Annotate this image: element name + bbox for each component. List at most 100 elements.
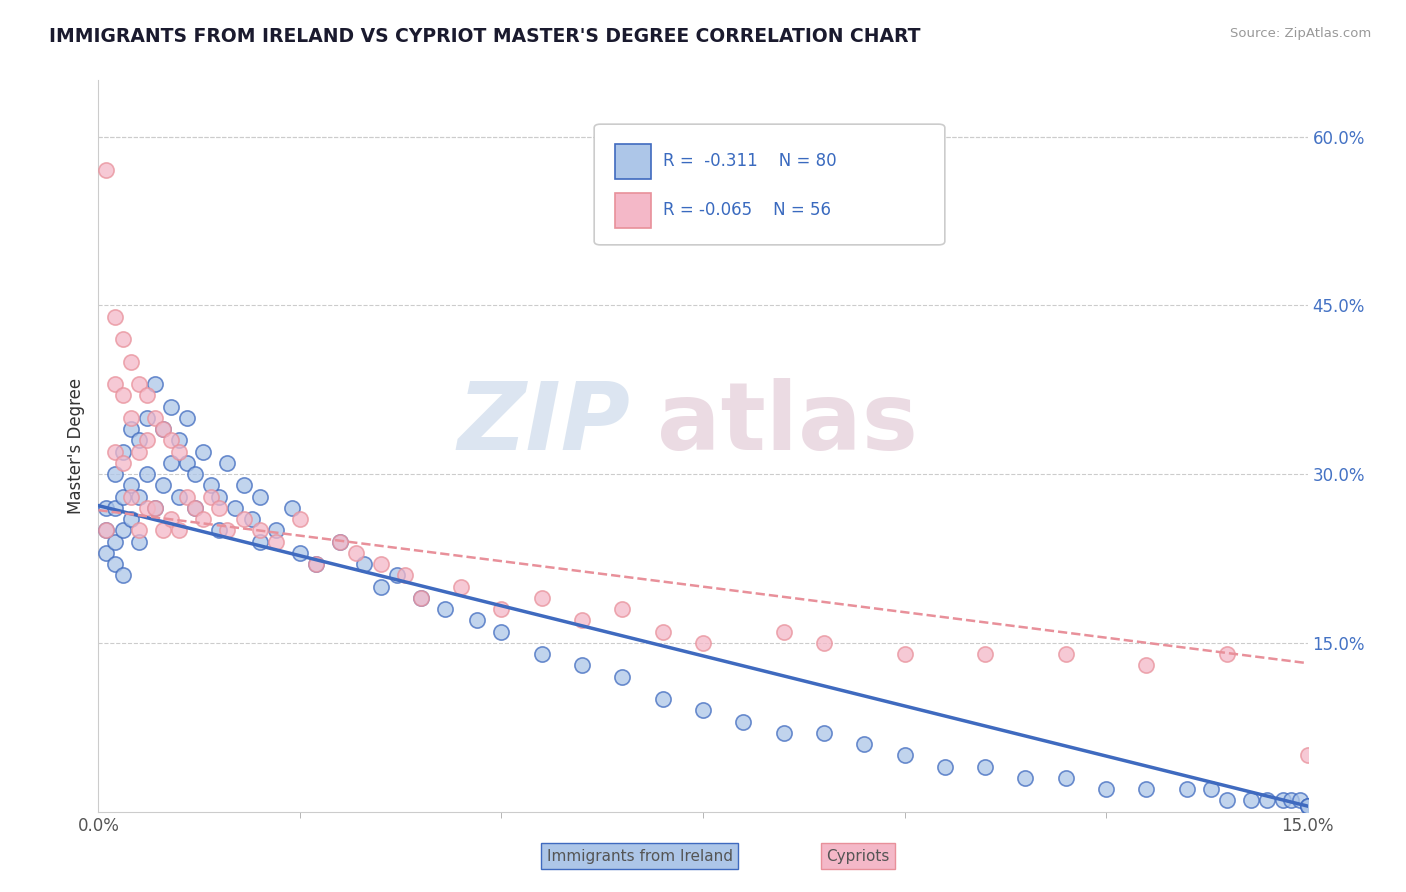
Point: [167, 444, 190, 458]
Point: [772, 726, 794, 740]
Point: [111, 332, 134, 346]
Point: [128, 377, 150, 392]
Point: [143, 500, 166, 515]
Point: [200, 490, 222, 504]
Point: [232, 512, 254, 526]
Point: [1175, 782, 1198, 797]
Point: [120, 512, 142, 526]
Point: [329, 534, 352, 549]
Point: [167, 434, 190, 448]
Point: [135, 434, 157, 448]
Point: [111, 444, 134, 458]
Point: [111, 490, 134, 504]
Point: [167, 490, 190, 504]
Point: [103, 467, 125, 482]
Point: [160, 456, 183, 470]
Point: [217, 456, 239, 470]
Point: [1216, 793, 1239, 807]
Point: [135, 500, 157, 515]
Point: [1199, 782, 1222, 797]
Point: [1281, 793, 1303, 807]
FancyBboxPatch shape: [595, 124, 945, 244]
Point: [176, 490, 198, 504]
Point: [224, 500, 246, 515]
Text: R = -0.065    N = 56: R = -0.065 N = 56: [664, 202, 831, 219]
Point: [111, 388, 134, 402]
Point: [934, 760, 956, 774]
Point: [96, 546, 118, 560]
Point: [450, 580, 472, 594]
Point: [409, 591, 432, 605]
Point: [208, 500, 231, 515]
Point: [143, 410, 166, 425]
Point: [135, 410, 157, 425]
Point: [240, 512, 263, 526]
Point: [491, 602, 513, 616]
Text: Immigrants from Ireland: Immigrants from Ireland: [547, 849, 733, 863]
Bar: [614, 144, 651, 179]
Point: [120, 478, 142, 492]
Point: [232, 478, 254, 492]
Point: [103, 377, 125, 392]
Point: [184, 467, 207, 482]
Point: [143, 500, 166, 515]
Point: [120, 354, 142, 368]
Point: [733, 714, 755, 729]
Point: [200, 478, 222, 492]
Point: [193, 444, 215, 458]
Point: [167, 524, 190, 538]
Point: [184, 500, 207, 515]
Point: [152, 422, 174, 436]
Point: [1240, 793, 1263, 807]
Point: [491, 624, 513, 639]
Point: [409, 591, 432, 605]
Point: [120, 490, 142, 504]
Point: [96, 500, 118, 515]
Point: [853, 737, 876, 751]
Point: [160, 512, 183, 526]
Point: [394, 568, 416, 582]
Text: atlas: atlas: [657, 378, 918, 470]
Point: [128, 434, 150, 448]
Text: Source: ZipAtlas.com: Source: ZipAtlas.com: [1230, 27, 1371, 40]
Point: [1135, 658, 1157, 673]
Point: [1054, 771, 1077, 785]
Point: [813, 726, 835, 740]
Point: [111, 568, 134, 582]
Point: [353, 557, 375, 571]
Point: [530, 647, 553, 661]
Point: [1296, 748, 1319, 763]
Point: [120, 422, 142, 436]
Y-axis label: Master's Degree: Master's Degree: [66, 378, 84, 514]
Point: [264, 534, 287, 549]
Point: [1014, 771, 1036, 785]
Point: [96, 524, 118, 538]
Point: [1288, 793, 1310, 807]
Point: [772, 624, 794, 639]
Point: [264, 524, 287, 538]
Point: [160, 400, 183, 414]
Point: [893, 748, 915, 763]
Point: [329, 534, 352, 549]
Point: [1135, 782, 1157, 797]
Point: [1296, 799, 1319, 814]
Point: [103, 557, 125, 571]
Point: [111, 456, 134, 470]
Point: [571, 658, 593, 673]
Point: [135, 388, 157, 402]
Point: [176, 456, 198, 470]
Point: [305, 557, 328, 571]
Point: [1095, 782, 1118, 797]
Point: [152, 422, 174, 436]
Point: [370, 580, 392, 594]
Point: [813, 636, 835, 650]
Point: [288, 512, 311, 526]
Point: [249, 524, 271, 538]
Point: [96, 524, 118, 538]
Point: [120, 410, 142, 425]
Point: [135, 467, 157, 482]
Point: [128, 444, 150, 458]
Point: [530, 591, 553, 605]
Point: [208, 524, 231, 538]
Point: [111, 524, 134, 538]
